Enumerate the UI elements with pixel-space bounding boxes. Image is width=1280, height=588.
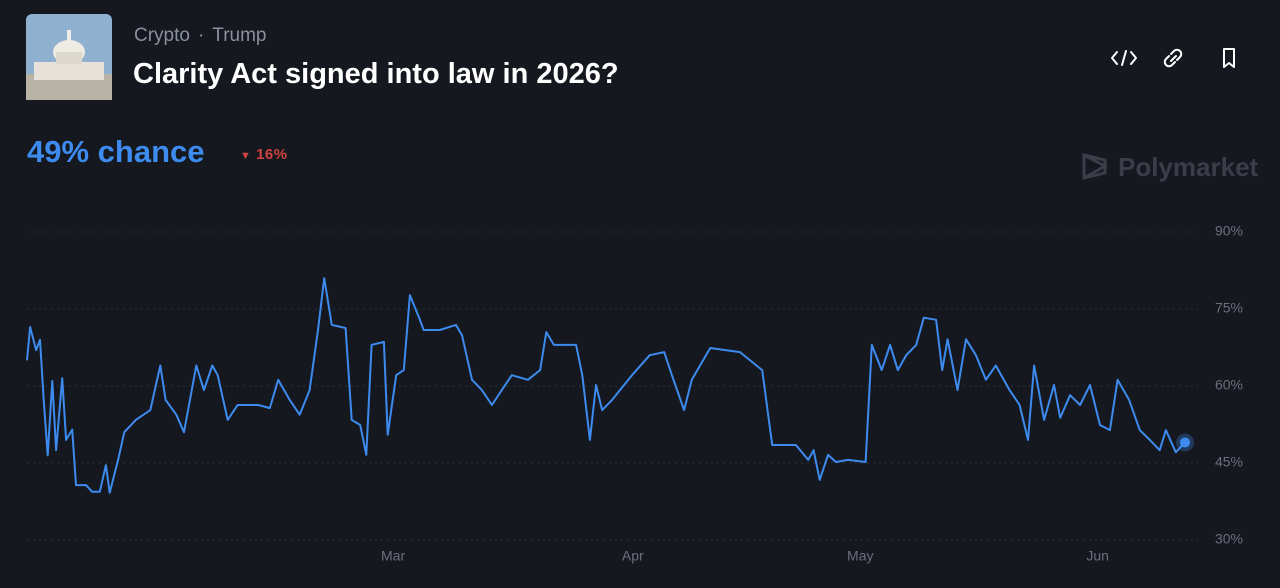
tag[interactable]: Trump bbox=[212, 25, 267, 46]
current-point bbox=[1180, 437, 1190, 448]
x-tick-label: Mar bbox=[381, 548, 405, 564]
y-tick-label: 45% bbox=[1215, 454, 1243, 470]
y-tick-label: 90% bbox=[1215, 223, 1243, 239]
tags: Crypto · Trump bbox=[134, 25, 267, 46]
chance: 49% chance bbox=[27, 134, 205, 169]
x-tick-label: May bbox=[847, 548, 873, 564]
y-tick-label: 60% bbox=[1215, 377, 1243, 393]
change: ▼ 16% bbox=[240, 146, 288, 163]
price-line bbox=[26, 277, 1186, 494]
market-image bbox=[26, 14, 112, 100]
link-button[interactable] bbox=[1163, 48, 1183, 68]
brand-logo bbox=[1082, 153, 1109, 180]
y-tick-label: 75% bbox=[1215, 300, 1243, 316]
change-value: 16% bbox=[256, 146, 288, 163]
x-tick-label: Jun bbox=[1086, 548, 1109, 564]
bookmark-button[interactable] bbox=[1223, 48, 1235, 68]
brand: Polymarket bbox=[1118, 152, 1259, 182]
embed-button[interactable] bbox=[1111, 50, 1137, 66]
y-tick-label: 30% bbox=[1215, 531, 1243, 547]
x-tick-label: Apr bbox=[622, 548, 644, 564]
market-title: Clarity Act signed into law in 2026? bbox=[133, 58, 619, 90]
actions bbox=[1111, 48, 1235, 68]
tag[interactable]: Crypto bbox=[134, 25, 190, 46]
